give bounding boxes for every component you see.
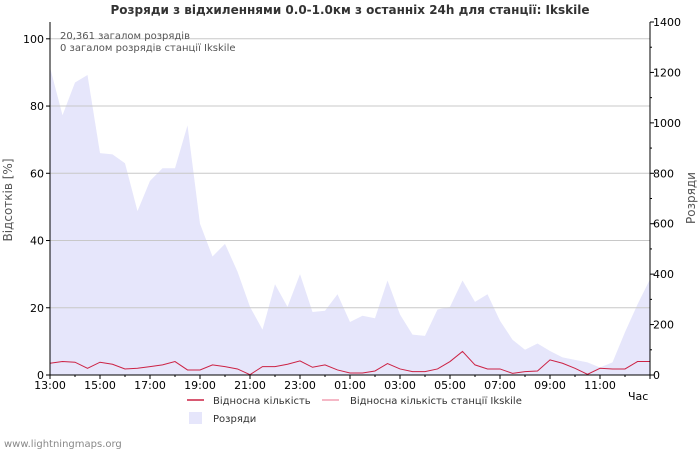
legend-item-relative-count: Відносна кількість (187, 395, 311, 407)
right-tick-label: 1000 (653, 117, 681, 130)
right-tick-label: 800 (653, 167, 674, 180)
x-tick-label: 19:00 (184, 379, 216, 392)
right-tick-label: 0 (653, 369, 660, 382)
info-station-discharges: 0 загалом розрядів станції Ikskile (60, 42, 236, 54)
plot-area (49, 22, 651, 376)
x-tick-label: 21:00 (234, 379, 266, 392)
right-tick-label: 1200 (653, 66, 681, 79)
relative-count-line (49, 350, 650, 376)
x-tick-label: 23:00 (284, 379, 316, 392)
left-tick-label: 40 (30, 235, 44, 248)
chart-title: Розряди з відхиленнями 0.0-1.0км з остан… (111, 3, 590, 17)
left-axis-ticks: 0 20 40 60 80 100 (23, 33, 50, 382)
left-tick-label: 60 (30, 167, 44, 180)
left-tick-label: 100 (23, 33, 44, 46)
legend-label-station-relative: Відносна кількість станції Ikskile (350, 395, 522, 407)
right-axis-ticks: 0 200 400 600 800 1000 1200 1400 (650, 16, 681, 382)
left-tick-label: 80 (30, 100, 44, 113)
legend-item-station-relative: Відносна кількість станції Ikskile (322, 395, 522, 407)
right-tick-label: 200 (653, 319, 674, 332)
x-tick-label: 05:00 (434, 379, 466, 392)
legend-item-discharges: Розряди (189, 412, 256, 425)
x-axis-ticks: 13:00 15:00 17:00 19:00 21:00 23:00 01:00 03:00… (34, 375, 651, 392)
right-axis-label: Розряди (684, 172, 698, 224)
x-tick-label: 13:00 (34, 379, 66, 392)
left-tick-label: 20 (30, 302, 44, 315)
left-axis-label: Відсотків [%] (1, 158, 15, 241)
legend-label-relative-count: Відносна кількість (213, 395, 311, 407)
legend-swatch-area (189, 412, 202, 424)
left-tick-label: 0 (37, 369, 44, 382)
legend: Відносна кількість Відносна кількість ст… (187, 395, 522, 425)
discharges-area (50, 67, 650, 375)
info-total-discharges: 20,361 загалом розрядів (60, 30, 190, 42)
right-tick-label: 400 (653, 268, 674, 281)
x-axis-label: Час (628, 390, 648, 403)
x-tick-label: 09:00 (534, 379, 566, 392)
legend-label-discharges: Розряди (213, 414, 256, 425)
x-tick-label: 17:00 (134, 379, 166, 392)
grid-lines (50, 38, 650, 309)
x-tick-label: 07:00 (484, 379, 516, 392)
x-tick-label: 11:00 (584, 379, 616, 392)
right-tick-label: 600 (653, 218, 674, 231)
x-tick-label: 15:00 (84, 379, 116, 392)
x-tick-label: 01:00 (334, 379, 366, 392)
x-tick-label: 03:00 (384, 379, 416, 392)
footer-site: www.lightningmaps.org (4, 439, 122, 450)
right-tick-label: 1400 (653, 16, 681, 29)
